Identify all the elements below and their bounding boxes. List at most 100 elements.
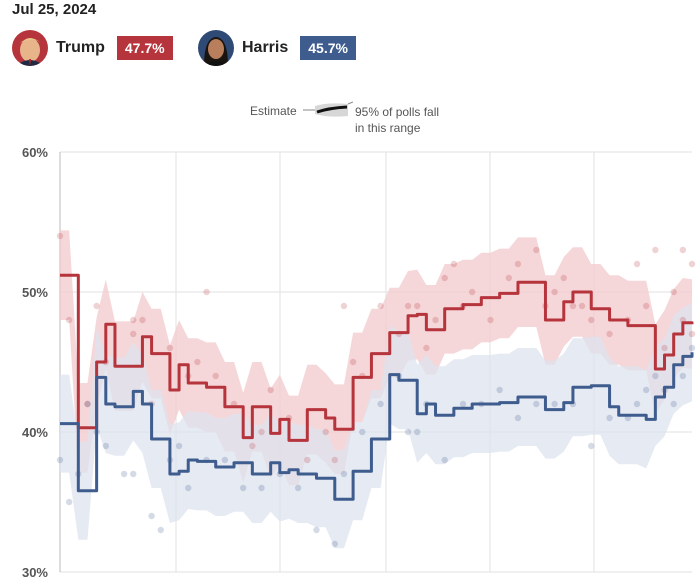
poll-dot-trump xyxy=(340,302,348,310)
poll-dot-trump xyxy=(203,288,210,296)
poll-dot-trump xyxy=(652,246,659,254)
poll-dot-trump xyxy=(514,260,522,268)
poll-dot-trump xyxy=(487,316,494,324)
poll-dot-harris xyxy=(633,400,641,408)
poll-dot-trump xyxy=(65,316,73,324)
trump-name: Trump xyxy=(56,39,105,56)
band-harris xyxy=(60,303,692,549)
poll-dot-trump xyxy=(331,456,338,464)
poll-dot-harris xyxy=(652,372,659,380)
poll-dot-harris xyxy=(148,512,155,520)
poll-dot-harris xyxy=(294,484,302,492)
poll-dot-trump xyxy=(578,302,586,310)
legend-estimate-label: Estimate xyxy=(250,104,297,118)
line-trump xyxy=(60,273,694,442)
poll-dot-harris xyxy=(459,400,467,408)
poll-dot-harris xyxy=(130,470,137,478)
poll-dot-harris xyxy=(496,386,503,394)
poll-dot-harris xyxy=(239,484,247,492)
poll-dot-trump xyxy=(93,302,100,310)
poll-dot-harris xyxy=(221,456,229,464)
poll-dot-trump xyxy=(606,330,613,338)
poll-dot-harris xyxy=(185,484,192,492)
y-axis-ticks: 60% 50% 40% 30% xyxy=(22,145,48,580)
poll-dot-harris xyxy=(643,386,650,394)
confidence-bands xyxy=(60,230,692,549)
poll-dot-harris xyxy=(514,414,522,422)
poll-dot-trump xyxy=(441,274,448,282)
poll-dot-trump xyxy=(450,260,458,268)
y-tick-label: 50% xyxy=(22,285,48,300)
legend-range-label: 95% of polls fall in this range xyxy=(355,104,439,136)
poll-dot-trump xyxy=(414,302,421,310)
poll-dot-trump xyxy=(679,246,687,254)
poll-dot-harris xyxy=(56,456,64,464)
poll-dot-trump xyxy=(423,344,430,352)
legend-range-line2: in this range xyxy=(355,121,421,135)
poll-dot-harris xyxy=(441,456,448,464)
poll-dot-trump xyxy=(670,288,677,296)
poll-dot-harris xyxy=(65,498,73,506)
poll-dot-harris xyxy=(313,526,320,534)
poll-dot-trump xyxy=(130,330,137,338)
poll-dot-trump xyxy=(533,246,540,254)
harris-value-badge: 45.7% xyxy=(300,36,356,60)
poll-dot-trump xyxy=(588,316,595,324)
poll-dot-trump xyxy=(661,344,668,352)
poll-dot-trump xyxy=(643,302,650,310)
candidate-trump: Trump 47.7% xyxy=(12,30,173,66)
poll-dot-trump xyxy=(166,344,174,352)
poll-dot-harris xyxy=(670,400,677,408)
trump-avatar xyxy=(12,30,48,66)
poll-dot-trump xyxy=(322,428,329,436)
harris-name: Harris xyxy=(242,39,289,56)
poll-dot-trump xyxy=(56,232,64,240)
poll-dot-harris xyxy=(688,344,696,352)
poll-dot-harris xyxy=(331,540,338,548)
legend-range-line1: 95% of polls fall xyxy=(355,105,440,119)
poll-dot-trump xyxy=(633,260,641,268)
poll-dot-harris xyxy=(340,470,348,478)
date-label: Jul 25, 2024 xyxy=(12,1,97,18)
poll-dot-trump xyxy=(249,442,256,450)
poll-dot-trump xyxy=(139,316,146,324)
poll-dot-harris xyxy=(359,428,366,436)
poll-dot-harris xyxy=(377,400,384,408)
poll-dot-harris xyxy=(175,442,183,450)
poll-dot-harris xyxy=(679,372,687,380)
poll-dot-trump xyxy=(404,302,412,310)
poll-dot-trump xyxy=(505,274,513,282)
chart-grid xyxy=(59,151,692,573)
candidate-harris: Harris 45.7% xyxy=(198,30,356,66)
poll-dot-trump xyxy=(468,288,476,296)
poll-dot-trump xyxy=(432,316,439,324)
poll-dot-trump xyxy=(560,274,567,282)
line-harris xyxy=(60,352,694,501)
poll-dot-harris xyxy=(84,400,91,408)
poll-dot-trump xyxy=(130,316,137,324)
poll-dot-harris xyxy=(551,400,558,408)
poll-dot-trump xyxy=(349,358,357,366)
poll-dot-harris xyxy=(120,470,128,478)
poll-dot-trump xyxy=(569,302,577,310)
trump-value-badge: 47.7% xyxy=(116,36,173,60)
poll-dot-harris xyxy=(157,526,164,534)
y-tick-label: 30% xyxy=(22,565,48,580)
harris-avatar xyxy=(198,30,234,66)
poll-dot-harris xyxy=(606,414,613,422)
poll-dot-harris xyxy=(102,442,109,450)
poll-dot-trump xyxy=(377,302,384,310)
y-tick-label: 40% xyxy=(22,425,48,440)
poll-dot-trump xyxy=(212,372,219,380)
y-tick-label: 60% xyxy=(22,145,48,160)
poll-dot-trump xyxy=(194,358,201,366)
poll-dot-harris xyxy=(258,484,265,492)
poll-dot-trump xyxy=(688,260,696,268)
legend-estimate-icon xyxy=(303,101,353,117)
poll-dot-harris xyxy=(414,428,421,436)
poll-dot-harris xyxy=(588,442,595,450)
poll-dot-trump xyxy=(267,386,274,394)
poll-dot-trump xyxy=(258,428,265,436)
poll-dot-harris xyxy=(404,428,412,436)
